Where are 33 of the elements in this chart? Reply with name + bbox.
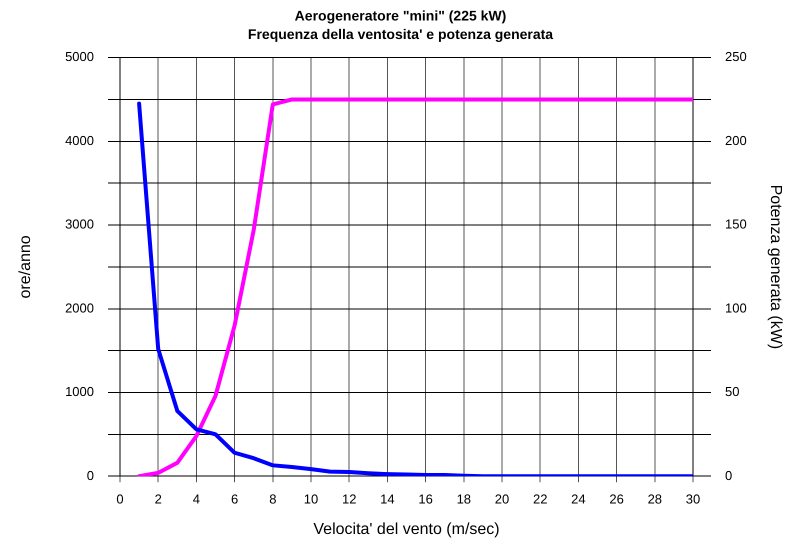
y-tick-label: 2000 [65, 300, 94, 316]
x-tick-label: 2 [154, 492, 162, 507]
x-tick-label: 30 [686, 492, 700, 507]
x-tick-label: 12 [342, 492, 356, 507]
x-tick-label: 28 [648, 492, 662, 507]
chart-title: Aerogeneratore "mini" (225 kW) [294, 7, 506, 24]
y-tick-label: 1000 [65, 384, 94, 400]
y2-tick-label: 50 [725, 384, 740, 400]
x-tick-label: 24 [571, 492, 586, 507]
y2-tick-label: 100 [725, 300, 747, 316]
x-tick-label: 6 [230, 492, 238, 507]
x-tick-label: 8 [269, 492, 276, 507]
x-tick-label: 0 [116, 492, 124, 507]
x-tick-label: 20 [494, 492, 510, 507]
y2-tick-label: 250 [725, 49, 747, 64]
x-axis-title: Velocita' del vento (m/sec) [313, 520, 500, 538]
y-tick-label: 0 [86, 468, 94, 483]
y-tick-label: 4000 [65, 132, 94, 148]
y2-axis-title: Potenza generata (kW) [766, 184, 784, 350]
y2-tick-label: 0 [725, 468, 732, 483]
x-tick-label: 16 [418, 492, 433, 507]
y2-tick-label: 150 [725, 216, 747, 232]
x-tick-label: 14 [380, 492, 395, 507]
x-tick-label: 26 [609, 492, 624, 507]
y2-tick-label: 200 [725, 132, 747, 148]
x-tick-label: 22 [532, 492, 548, 507]
x-tick-label: 10 [304, 492, 318, 507]
x-tick-label: 4 [192, 492, 200, 507]
chart-subtitle: Frequenza della ventosita' e potenza generata [248, 26, 554, 42]
x-tick-label: 18 [456, 492, 472, 507]
y-axis-title: ore/anno [17, 235, 34, 298]
y-tick-label: 5000 [65, 49, 94, 64]
y-tick-label: 3000 [65, 216, 94, 232]
